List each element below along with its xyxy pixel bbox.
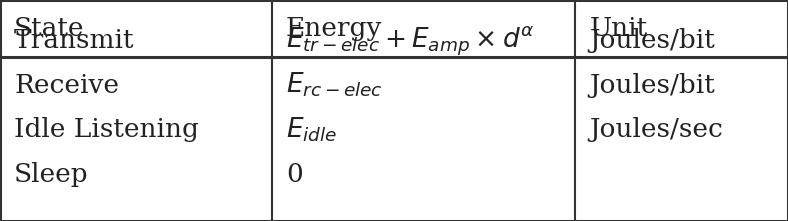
Text: $E_{tr-elec} + E_{amp} \times d^{\alpha}$: $E_{tr-elec} + E_{amp} \times d^{\alpha}… (286, 24, 535, 57)
Text: $E_{idle}$: $E_{idle}$ (286, 115, 337, 143)
Text: Receive: Receive (14, 72, 119, 98)
Text: State: State (14, 16, 84, 41)
Text: Idle Listening: Idle Listening (14, 117, 199, 142)
Text: Energy: Energy (286, 16, 382, 41)
Text: $E_{rc-elec}$: $E_{rc-elec}$ (286, 71, 383, 99)
Text: 0: 0 (286, 162, 303, 187)
Text: Sleep: Sleep (14, 162, 89, 187)
Text: Transmit: Transmit (14, 28, 135, 53)
Text: Joules/bit: Joules/bit (589, 28, 716, 53)
Text: Unit: Unit (589, 16, 648, 41)
Text: Joules/bit: Joules/bit (589, 72, 716, 98)
Text: Joules/sec: Joules/sec (589, 117, 723, 142)
